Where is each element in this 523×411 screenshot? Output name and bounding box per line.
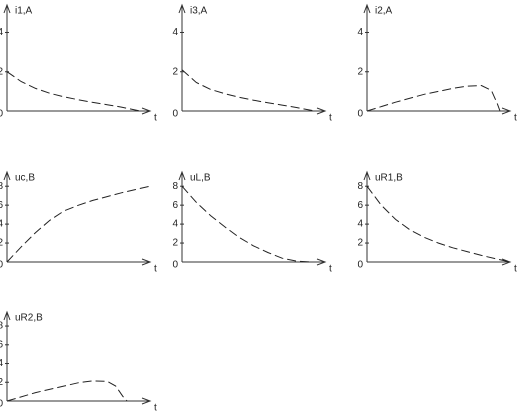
y-tick-label: 4	[357, 27, 363, 38]
y-tick-label: 2	[0, 377, 3, 388]
y-axis-label: i1,A	[15, 6, 33, 17]
y-axis-label: uR1,B	[375, 173, 403, 184]
y-tick-label: 8	[0, 321, 3, 332]
x-axis-label: t	[514, 264, 517, 275]
y-tick-label: 4	[0, 358, 3, 369]
curve	[6, 380, 128, 402]
x-arrow	[501, 107, 512, 115]
chart-panel: i3,A t 0 2 4	[172, 3, 332, 124]
x-axis-label: t	[154, 403, 157, 411]
y-arrow	[3, 3, 11, 14]
x-axis-label: t	[514, 113, 517, 124]
y-tick-label: 0	[0, 260, 3, 271]
y-arrow	[363, 3, 371, 14]
y-tick-label: 6	[0, 200, 3, 211]
x-arrow	[141, 258, 152, 266]
chart-panel: i2,A t 0 2 4	[357, 3, 517, 124]
x-axis-label: t	[329, 264, 332, 275]
y-tick-label: 8	[172, 181, 178, 192]
y-tick-label: 2	[357, 66, 363, 77]
y-tick-label: 4	[172, 27, 178, 38]
y-tick-label: 6	[0, 339, 3, 350]
y-arrow	[3, 170, 11, 181]
y-tick-label: 4	[0, 219, 3, 230]
chart-panel: uL,B t 0 2 4 6 8	[172, 170, 332, 275]
y-tick-label: 4	[172, 219, 178, 230]
curve	[6, 185, 151, 263]
x-axis-label: t	[329, 113, 332, 124]
y-tick-label: 8	[0, 181, 3, 192]
x-arrow	[141, 107, 152, 115]
x-arrow	[316, 107, 327, 115]
x-arrow	[316, 258, 327, 266]
y-axis-label: uR2,B	[15, 313, 43, 324]
chart-panel: uc,B t 0 2 4 6 8	[0, 170, 157, 275]
y-tick-label: 0	[357, 260, 363, 271]
chart-panel: uR2,B t 0 2 4 6 8	[0, 310, 157, 411]
y-tick-label: 4	[0, 27, 3, 38]
y-axis-label: uc,B	[15, 173, 35, 184]
y-arrow	[3, 310, 11, 321]
y-axis-label: i2,A	[375, 6, 393, 17]
y-tick-label: 0	[0, 109, 3, 120]
y-tick-label: 2	[172, 238, 178, 249]
y-tick-label: 6	[357, 200, 363, 211]
y-tick-label: 2	[0, 66, 3, 77]
y-tick-label: 0	[172, 260, 178, 271]
curve	[6, 71, 141, 112]
curve	[366, 185, 511, 263]
x-axis-label: t	[154, 264, 157, 275]
y-tick-label: 2	[172, 66, 178, 77]
x-arrow	[141, 397, 152, 405]
y-arrow	[178, 170, 186, 181]
curve	[181, 69, 316, 112]
y-tick-label: 0	[0, 399, 3, 410]
y-tick-label: 6	[172, 200, 178, 211]
y-arrow	[178, 3, 186, 14]
y-tick-label: 8	[357, 181, 363, 192]
y-axis-label: uL,B	[190, 173, 211, 184]
curve	[366, 84, 501, 112]
curve	[181, 185, 311, 263]
y-arrow	[363, 170, 371, 181]
chart-panel: uR1,B t 0 2 4 6 8	[357, 170, 517, 275]
y-tick-label: 4	[357, 219, 363, 230]
y-tick-label: 2	[357, 238, 363, 249]
y-tick-label: 0	[172, 109, 178, 120]
y-tick-label: 2	[0, 238, 3, 249]
y-tick-label: 0	[357, 109, 363, 120]
x-axis-label: t	[154, 113, 157, 124]
x-arrow	[501, 258, 512, 266]
y-axis-label: i3,A	[190, 6, 208, 17]
chart-panel: i1,A t 0 2 4	[0, 3, 157, 124]
